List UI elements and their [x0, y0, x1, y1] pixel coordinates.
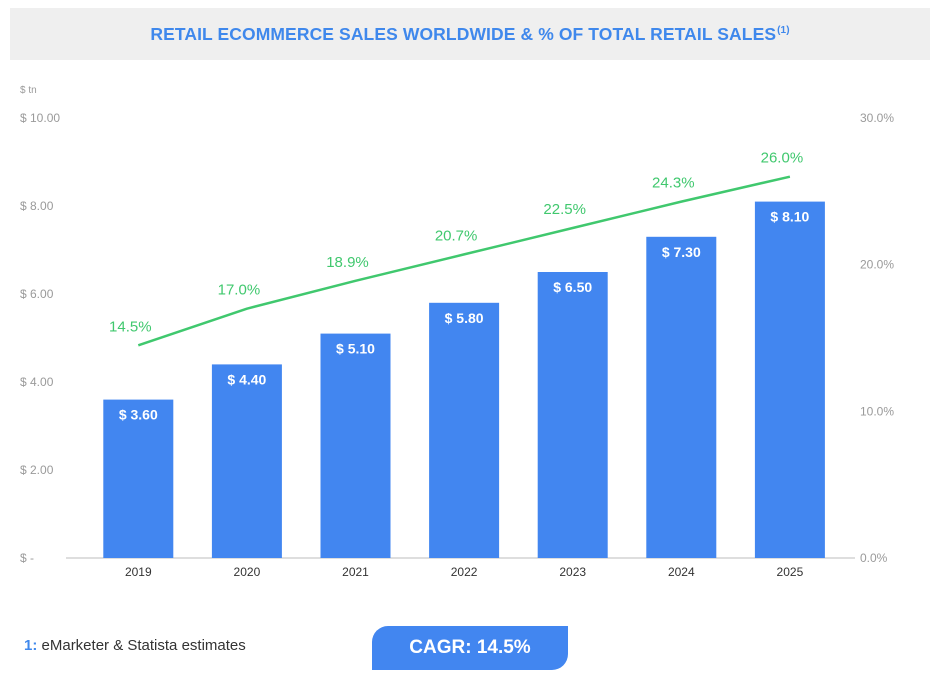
combo-chart: $ tn $ - $ 2.00 $ 4.00 $ 6.00 $ 8.00 $ 10.00 0.… — [20, 85, 894, 579]
chart-title-footnote-ref: (1) — [777, 24, 790, 36]
y2-tick-label: 0.0% — [860, 551, 888, 565]
y-tick-label: $ 6.00 — [20, 287, 54, 301]
footnote-mark: 1: — [24, 637, 38, 654]
pct-value-label: 18.9% — [326, 254, 369, 271]
y2-tick-label: 20.0% — [860, 258, 894, 272]
pct-line — [137, 175, 791, 347]
x-tick-label: 2020 — [234, 565, 261, 579]
bar — [429, 302, 500, 558]
footnote: 1: eMarketer & Statista estimates — [24, 637, 246, 654]
pct-value-label: 22.5% — [543, 201, 586, 218]
title-bar: RETAIL ECOMMERCE SALES WORLDWIDE & % OF … — [10, 8, 930, 60]
pct-value-label: 20.7% — [435, 227, 478, 244]
bar-value-label: $ 5.10 — [336, 341, 375, 357]
bar — [320, 333, 391, 558]
x-tick-label: 2022 — [451, 565, 478, 579]
cagr-badge: CAGR: 14.5% — [372, 626, 568, 670]
y-tick-label: $ - — [20, 551, 34, 565]
x-tick-label: 2023 — [559, 565, 586, 579]
bar-value-label: $ 6.50 — [553, 279, 592, 295]
x-tick-label: 2024 — [668, 565, 695, 579]
y-tick-label: $ 2.00 — [20, 463, 54, 477]
pct-value-label: 17.0% — [218, 282, 261, 299]
bar — [754, 201, 825, 558]
y-axis-unit-label: $ tn — [20, 85, 37, 96]
bar — [646, 236, 717, 559]
x-tick-label: 2021 — [342, 565, 369, 579]
y-tick-label: $ 10.00 — [20, 111, 60, 125]
chart-title: RETAIL ECOMMERCE SALES WORLDWIDE & % OF … — [150, 24, 789, 45]
x-tick-label: 2019 — [125, 565, 152, 579]
pct-value-label: 14.5% — [109, 318, 152, 335]
footnote-text: eMarketer & Statista estimates — [37, 637, 246, 654]
y2-tick-label: 10.0% — [860, 404, 894, 418]
y-tick-label: $ 8.00 — [20, 199, 54, 213]
x-tick-label: 2025 — [777, 565, 804, 579]
bar-value-label: $ 5.80 — [445, 310, 484, 326]
pct-value-label: 24.3% — [652, 175, 695, 192]
bar — [103, 399, 174, 558]
pct-value-label: 26.0% — [761, 150, 804, 167]
bar-value-label: $ 4.40 — [227, 371, 266, 387]
bar-value-label: $ 8.10 — [770, 209, 809, 225]
y2-tick-label: 30.0% — [860, 111, 894, 125]
bar-value-label: $ 3.60 — [119, 407, 158, 423]
bar — [211, 364, 282, 558]
bar-value-label: $ 7.30 — [662, 244, 701, 260]
bar — [537, 272, 608, 558]
y-tick-label: $ 4.00 — [20, 375, 54, 389]
chart-title-text: RETAIL ECOMMERCE SALES WORLDWIDE & % OF … — [150, 23, 777, 44]
